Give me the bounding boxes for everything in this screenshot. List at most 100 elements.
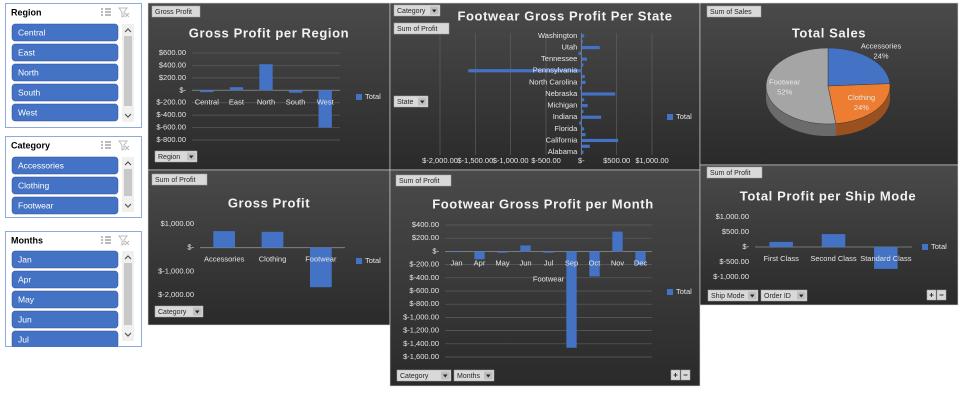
field-button[interactable]: Region [154,150,198,163]
field-button-box[interactable] [393,4,441,17]
slicer-item-label[interactable]: East [18,47,36,57]
dropdown-arrow[interactable] [799,294,804,298]
field-button[interactable]: Gross Profit [151,5,201,18]
field-button-label[interactable]: Gross Profit [155,9,192,16]
scroll-up[interactable] [124,28,132,33]
slicer-item[interactable] [11,290,119,309]
field-button-label[interactable]: Order ID [764,293,791,300]
chart-title: Total Sales [792,25,866,40]
field-button-label[interactable]: Sum of Sales [710,9,752,16]
slicer-item-label[interactable]: Accessories [18,160,64,170]
field-button-label[interactable]: Ship Mode [711,293,745,300]
field-button-box[interactable] [395,174,452,187]
slicer-item[interactable] [11,176,119,195]
clear-filter-icon[interactable] [118,235,130,246]
slicer-item-label[interactable]: South [18,87,40,97]
slicer-item[interactable] [11,103,119,122]
dropdown-arrow[interactable] [420,100,425,104]
field-button[interactable]: Category [393,4,441,17]
dropdown-arrow[interactable] [486,374,491,378]
slicer-item-label[interactable]: Jan [18,254,32,264]
slicer-item[interactable] [11,23,119,42]
x-tick-label: Jun [519,258,531,267]
field-button[interactable]: Category [396,369,452,382]
field-button-box[interactable] [393,95,429,108]
field-button-box[interactable] [154,150,198,163]
x-tick-label: South [286,97,306,106]
field-button-box[interactable] [760,289,808,302]
slicer-item-label[interactable]: May [18,294,35,304]
dropdown-arrow[interactable] [189,155,194,159]
dropdown-arrow[interactable] [750,294,755,298]
field-button[interactable]: Sum of Profit [395,174,452,187]
field-button[interactable]: Sum of Profit [151,173,208,186]
bar [309,247,332,288]
slicer-item[interactable] [11,43,119,62]
field-button[interactable]: Ship Mode [707,289,759,302]
y-tick-label: $- [179,85,186,94]
scroll-thumb[interactable] [124,169,132,196]
dropdown-arrow[interactable] [195,310,200,314]
slicer-item[interactable] [11,196,119,215]
field-button-label[interactable]: Months [457,373,480,380]
bar [581,40,583,44]
slicer-item[interactable] [11,310,119,329]
field-button-label[interactable]: State [397,99,413,106]
multi-select-icon[interactable] [101,141,111,149]
scroll-up[interactable] [124,255,132,260]
slicer-item-label[interactable]: Jul [18,334,29,344]
field-button[interactable]: Months [453,369,495,382]
legend-label: Total [365,256,381,265]
pie-side-shade [766,86,836,137]
field-button-label[interactable]: Sum of Profit [710,170,751,177]
field-button-box[interactable] [707,289,759,302]
scroll-up[interactable] [124,161,132,166]
field-button-box[interactable] [396,369,452,382]
slicer-item-label[interactable]: West [18,107,38,117]
scroll-thumb[interactable] [124,263,132,325]
field-button-label[interactable]: Category [400,373,429,380]
dropdown-arrow[interactable] [443,374,448,378]
slicer-item[interactable] [11,156,119,175]
slicer-item-label[interactable]: North [18,67,39,77]
scroll-thumb[interactable] [124,36,132,106]
slicer-item[interactable] [11,270,119,289]
field-button-box[interactable] [706,5,762,18]
multi-select-icon[interactable] [101,8,111,16]
field-button-box[interactable] [706,166,763,179]
scroll-down[interactable] [124,203,132,208]
multi-select-icon[interactable] [101,236,111,244]
slicer-item-label[interactable]: Jun [18,314,32,324]
dropdown-arrow[interactable] [432,9,437,13]
slicer-item-label[interactable]: Apr [18,274,31,284]
field-button[interactable]: State [393,95,429,108]
slicer-item[interactable] [11,250,119,269]
field-button-label[interactable]: Sum of Profit [155,177,196,184]
field-button-label[interactable]: Region [158,154,180,161]
field-button[interactable]: Category [154,305,204,318]
field-button[interactable]: Sum of Profit [393,22,450,35]
field-button-box[interactable] [453,369,495,382]
scroll-down[interactable] [124,113,132,118]
slicer-item-label[interactable]: Clothing [18,180,49,190]
clear-filter-icon[interactable] [118,7,130,18]
field-button-label[interactable]: Category [397,8,426,15]
field-button-label[interactable]: Sum of Profit [399,178,440,185]
field-button[interactable]: Order ID [760,289,808,302]
field-button-label[interactable]: Sum of Profit [397,26,438,33]
field-button-box[interactable] [393,22,450,35]
field-button-label[interactable]: Category [158,309,187,316]
field-button-box[interactable] [154,305,204,318]
slicer-item-label[interactable]: Footwear [18,200,54,210]
field-button-box[interactable] [151,173,208,186]
x-tick-label: Dec [634,258,648,267]
clear-filter-icon[interactable] [118,140,130,151]
field-button[interactable]: Sum of Profit [706,166,763,179]
field-button-box[interactable] [151,5,201,18]
slicer-item[interactable] [11,330,119,348]
slicer-item[interactable] [11,83,119,102]
slicer-item[interactable] [11,63,119,82]
slicer-item-label[interactable]: Central [18,27,46,37]
field-button[interactable]: Sum of Sales [706,5,762,18]
scroll-down[interactable] [124,332,132,337]
